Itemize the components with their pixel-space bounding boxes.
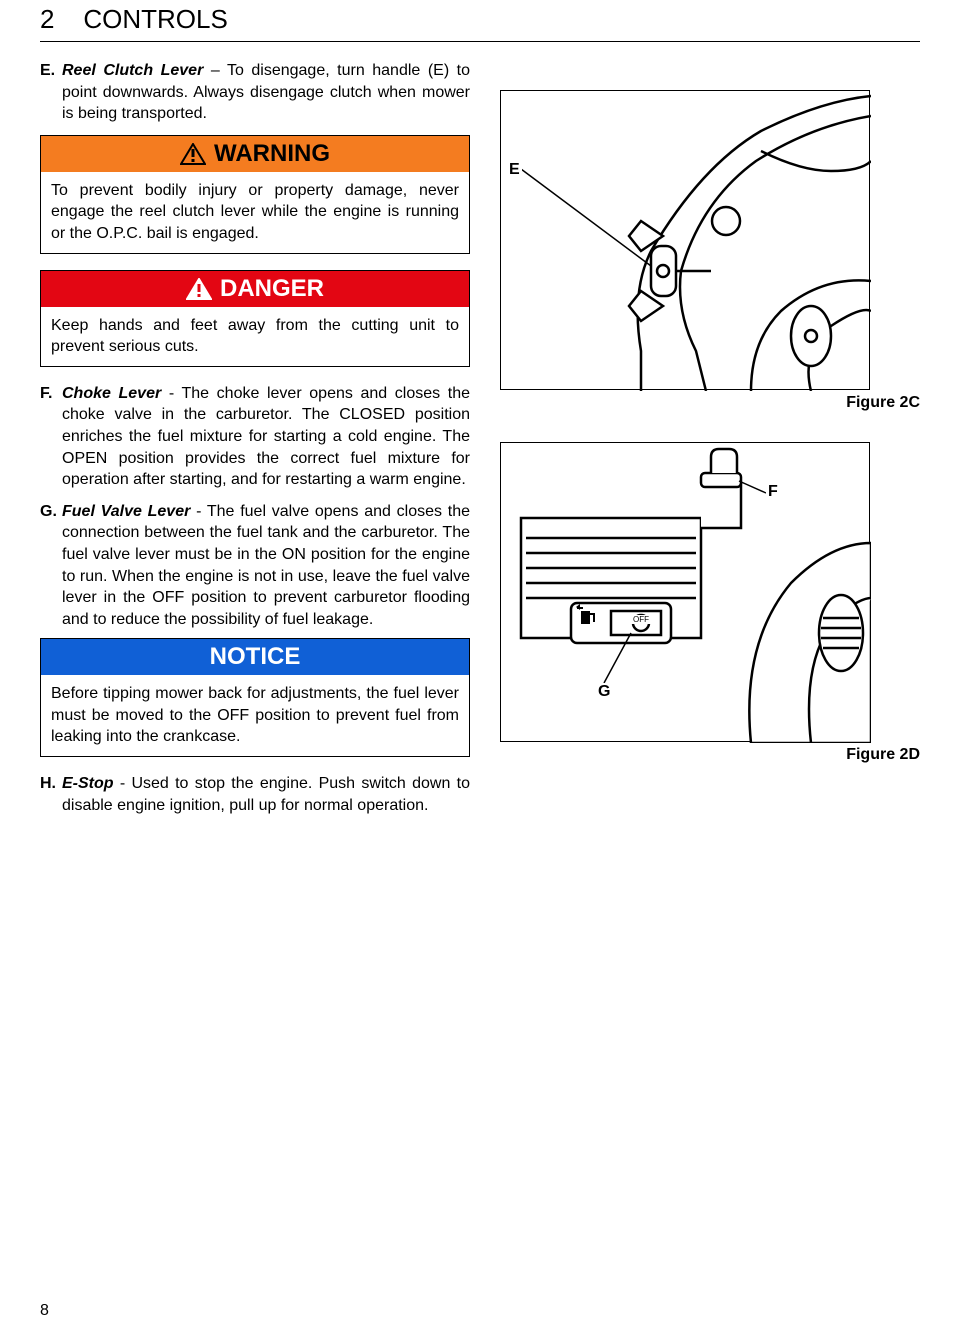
warning-triangle-icon <box>180 143 206 165</box>
figure-2c-label: Figure 2C <box>500 394 920 412</box>
item-letter: G. <box>40 501 62 631</box>
warning-header: WARNING <box>41 136 469 172</box>
item-title: E-Stop <box>62 775 114 792</box>
item-title: Fuel Valve Lever <box>62 503 190 520</box>
danger-callout: DANGER Keep hands and feet away from the… <box>40 270 470 367</box>
item-E: E. Reel Clutch Lever – To disengage, tur… <box>40 60 470 125</box>
warning-text: To prevent bodily injury or property dam… <box>41 172 469 253</box>
figure-2d-illustration <box>501 443 871 743</box>
notice-header: NOTICE <box>41 639 469 675</box>
item-title: Choke Lever <box>62 385 161 402</box>
warning-callout: WARNING To prevent bodily injury or prop… <box>40 135 470 254</box>
figure-2d: F G OFF <box>500 442 870 742</box>
item-text: - Used to stop the engine. Push switch d… <box>62 775 470 814</box>
figure-2d-callout-G: G <box>596 683 612 701</box>
danger-header: DANGER <box>41 271 469 307</box>
notice-label: NOTICE <box>210 643 301 671</box>
section-title: CONTROLS <box>83 4 227 34</box>
right-column: E <box>500 60 920 826</box>
danger-label: DANGER <box>220 275 324 303</box>
figure-2c-wrap: E <box>500 90 920 412</box>
figure-2c-callout-E: E <box>507 161 522 179</box>
figure-2c: E <box>500 90 870 390</box>
figure-2d-callout-F: F <box>766 483 780 501</box>
item-G: G. Fuel Valve Lever - The fuel valve ope… <box>40 501 470 631</box>
figure-2d-label: Figure 2D <box>500 746 920 764</box>
item-letter: F. <box>40 383 62 491</box>
item-letter: H. <box>40 773 62 816</box>
danger-text: Keep hands and feet away from the cuttin… <box>41 307 469 366</box>
figure-2d-off-label: OFF <box>631 615 651 624</box>
page-number: 8 <box>40 1302 49 1320</box>
figure-2c-illustration <box>501 91 871 391</box>
danger-triangle-icon <box>186 278 212 300</box>
notice-callout: NOTICE Before tipping mower back for adj… <box>40 638 470 757</box>
item-title: Reel Clutch Lever <box>62 62 203 79</box>
section-header: 2 CONTROLS <box>40 0 920 42</box>
section-number: 2 <box>40 4 54 34</box>
notice-text: Before tipping mower back for adjustment… <box>41 675 469 756</box>
item-F: F. Choke Lever - The choke lever opens a… <box>40 383 470 491</box>
item-letter: E. <box>40 60 62 125</box>
figure-2d-wrap: F G OFF <box>500 442 920 764</box>
warning-label: WARNING <box>214 140 330 168</box>
item-H: H. E-Stop - Used to stop the engine. Pus… <box>40 773 470 816</box>
left-column: E. Reel Clutch Lever – To disengage, tur… <box>40 60 470 826</box>
item-text: - The fuel valve opens and closes the co… <box>62 503 470 628</box>
